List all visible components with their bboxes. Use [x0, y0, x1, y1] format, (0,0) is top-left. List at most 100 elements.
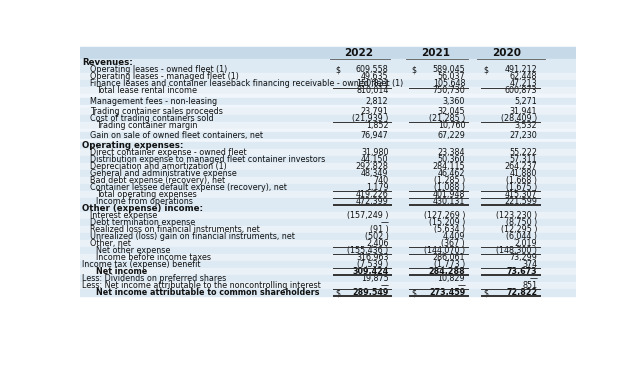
Text: 264,237: 264,237 — [504, 162, 537, 171]
Text: 609,558: 609,558 — [356, 65, 388, 74]
Text: (1,668 ): (1,668 ) — [506, 176, 537, 185]
Text: 286,061: 286,061 — [433, 253, 465, 262]
Text: 19,875: 19,875 — [361, 274, 388, 283]
Bar — [80, 184, 576, 191]
Text: 41,880: 41,880 — [510, 169, 537, 178]
Text: $: $ — [412, 65, 417, 74]
Text: $: $ — [484, 65, 489, 74]
Text: 50,360: 50,360 — [438, 155, 465, 164]
Bar — [80, 108, 576, 115]
Text: 56,037: 56,037 — [438, 73, 465, 81]
Text: 32,045: 32,045 — [438, 107, 465, 116]
Text: 57,311: 57,311 — [509, 155, 537, 164]
Bar — [80, 132, 576, 139]
Bar — [80, 212, 576, 219]
Text: Depreciation and amortization (1): Depreciation and amortization (1) — [90, 162, 227, 171]
Text: Income from operations: Income from operations — [96, 197, 193, 206]
Text: (28,409 ): (28,409 ) — [501, 114, 537, 123]
Text: (1,088 ): (1,088 ) — [434, 183, 465, 192]
Text: 221,599: 221,599 — [504, 197, 537, 206]
Text: Net income: Net income — [96, 267, 148, 276]
Text: 810,014: 810,014 — [356, 87, 388, 95]
Text: —: — — [380, 218, 388, 227]
Bar — [80, 87, 576, 95]
Text: 2,019: 2,019 — [515, 239, 537, 248]
Text: Total lease rental income: Total lease rental income — [96, 87, 197, 95]
Text: Other (expense) income:: Other (expense) income: — [83, 204, 204, 213]
Text: Income tax (expense) benefit: Income tax (expense) benefit — [83, 260, 201, 269]
Text: 430,131: 430,131 — [433, 197, 465, 206]
Text: Realized loss on financial instruments, net: Realized loss on financial instruments, … — [90, 225, 260, 234]
Text: (1,675 ): (1,675 ) — [506, 183, 537, 192]
Bar — [80, 261, 576, 268]
Text: 55,222: 55,222 — [509, 148, 537, 157]
Text: 374: 374 — [522, 260, 537, 269]
Bar — [80, 115, 576, 122]
Text: (155,436 ): (155,436 ) — [347, 246, 388, 255]
Text: Net income attributable to common shareholders: Net income attributable to common shareh… — [96, 288, 320, 297]
Bar — [80, 105, 576, 108]
Text: Management fees - non-leasing: Management fees - non-leasing — [90, 97, 217, 106]
Text: Other, net: Other, net — [90, 239, 131, 248]
Text: $: $ — [484, 288, 489, 297]
Bar — [80, 289, 576, 296]
Text: 44,150: 44,150 — [361, 155, 388, 164]
Text: 47,213: 47,213 — [509, 79, 537, 89]
Text: Bad debt expense (recovery), net: Bad debt expense (recovery), net — [90, 176, 225, 185]
Text: General and administrative expense: General and administrative expense — [90, 169, 237, 178]
Text: 4,409: 4,409 — [443, 232, 465, 241]
Text: —: — — [529, 274, 537, 283]
Text: Finance leases and container leaseback financing receivable - owned fleet (1): Finance leases and container leaseback f… — [90, 79, 403, 89]
Text: (21,285 ): (21,285 ) — [429, 114, 465, 123]
Text: 62,448: 62,448 — [509, 73, 537, 81]
Text: $: $ — [335, 65, 340, 74]
Text: $: $ — [412, 288, 417, 297]
Bar — [80, 156, 576, 163]
Text: Trading container sales proceeds: Trading container sales proceeds — [90, 107, 223, 116]
Bar — [80, 129, 576, 132]
Text: 10,760: 10,760 — [438, 121, 465, 130]
Text: 46,462: 46,462 — [438, 169, 465, 178]
Text: Less: Dividends on preferred shares: Less: Dividends on preferred shares — [83, 274, 227, 283]
Text: 150,821: 150,821 — [356, 79, 388, 89]
Text: (8,750 ): (8,750 ) — [506, 218, 537, 227]
Text: (6,044 ): (6,044 ) — [506, 232, 537, 241]
Bar — [80, 98, 576, 104]
Bar — [80, 170, 576, 177]
Text: (91 ): (91 ) — [370, 225, 388, 234]
Bar — [80, 240, 576, 247]
Text: (127,269 ): (127,269 ) — [424, 211, 465, 220]
Text: 1,852: 1,852 — [366, 121, 388, 130]
Text: —: — — [380, 281, 388, 290]
Text: 76,947: 76,947 — [361, 131, 388, 140]
Bar — [80, 268, 576, 275]
Text: 419,226: 419,226 — [356, 190, 388, 199]
Text: 2,406: 2,406 — [366, 239, 388, 248]
Text: 31,980: 31,980 — [361, 148, 388, 157]
Text: (157,249 ): (157,249 ) — [347, 211, 388, 220]
Text: Distribution expense to managed fleet container investors: Distribution expense to managed fleet co… — [90, 155, 325, 164]
Text: 292,828: 292,828 — [356, 162, 388, 171]
Text: (502 ): (502 ) — [365, 232, 388, 241]
Text: —: — — [457, 281, 465, 290]
Bar — [80, 142, 576, 149]
Bar — [80, 247, 576, 254]
Text: (144,070 ): (144,070 ) — [424, 246, 465, 255]
Bar — [80, 198, 576, 205]
Text: 289,549: 289,549 — [352, 288, 388, 297]
Bar — [80, 122, 576, 129]
Bar — [80, 219, 576, 226]
Text: 67,229: 67,229 — [437, 131, 465, 140]
Bar — [80, 81, 576, 87]
Text: 284,288: 284,288 — [428, 267, 465, 276]
Text: 472,399: 472,399 — [356, 197, 388, 206]
Bar — [80, 66, 576, 73]
Text: Less: Net income attributable to the noncontrolling interest: Less: Net income attributable to the non… — [83, 281, 321, 290]
Bar — [80, 191, 576, 198]
Bar — [80, 163, 576, 170]
Bar — [80, 177, 576, 184]
Text: (12,295 ): (12,295 ) — [500, 225, 537, 234]
Text: 23,384: 23,384 — [438, 148, 465, 157]
Bar — [80, 275, 576, 282]
Text: Income before income taxes: Income before income taxes — [96, 253, 211, 262]
